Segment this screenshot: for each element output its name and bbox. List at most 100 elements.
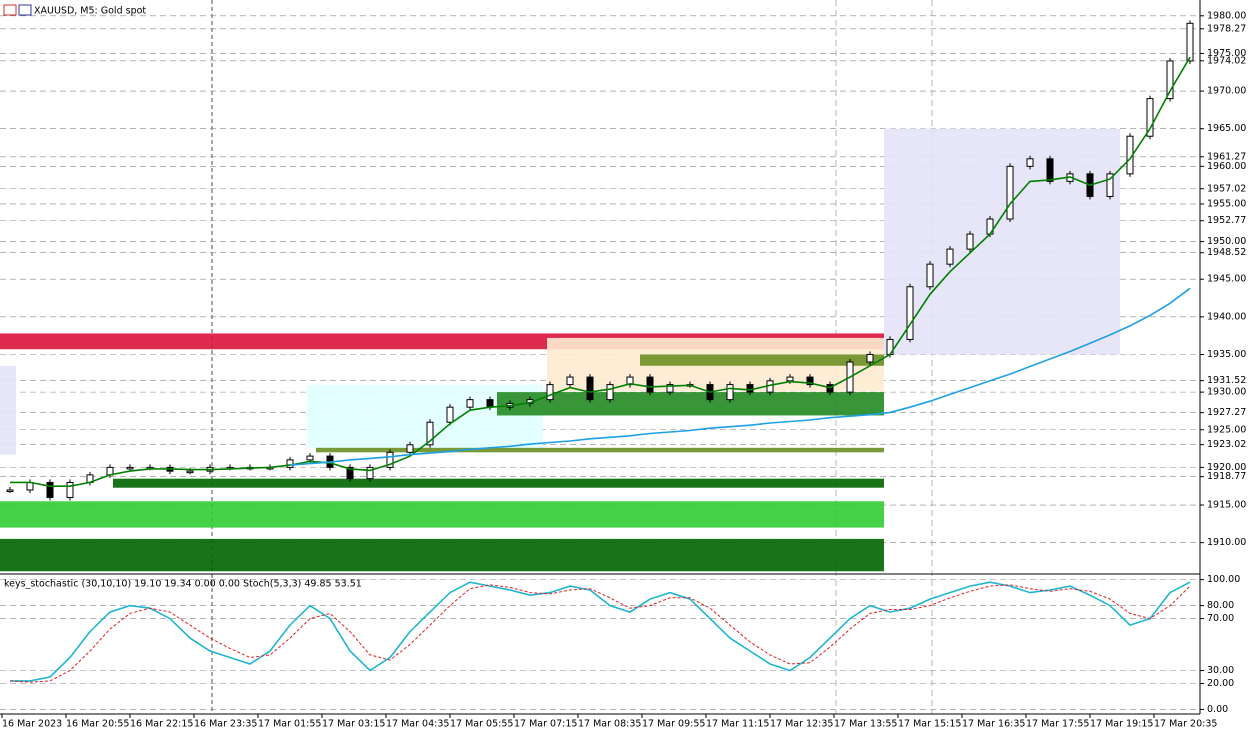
candle [666, 384, 674, 393]
price-zone [113, 478, 884, 488]
y-tick-label: 1923.02 [1207, 439, 1246, 450]
x-tick-label: 16 Mar 23:35 [194, 719, 257, 730]
candle [306, 455, 314, 461]
y-tick-label: 1952.77 [1207, 215, 1246, 226]
y-tick-label: 1940.00 [1207, 311, 1246, 322]
candle [346, 466, 354, 480]
x-tick-label: 17 Mar 19:15 [1090, 719, 1153, 730]
price-zone [0, 365, 16, 455]
candle [926, 263, 934, 288]
candle [866, 353, 874, 363]
x-tick-label: 17 Mar 03:15 [322, 719, 385, 730]
y-tick-label: 1960.00 [1207, 161, 1246, 172]
candle [126, 466, 134, 470]
candle [746, 384, 754, 393]
signal-line [9, 584, 1191, 683]
candle [406, 444, 414, 453]
candle [786, 376, 794, 382]
y-tick-label: 1965.00 [1207, 123, 1246, 134]
plot-layer [0, 15, 1200, 710]
x-tick-label: 17 Mar 17:55 [1026, 719, 1089, 730]
x-tick-label: 17 Mar 11:15 [706, 719, 769, 730]
x-tick-label: 17 Mar 08:35 [578, 719, 641, 730]
ma-slow-line [289, 287, 1191, 466]
y-tick-label: 1931.52 [1207, 375, 1246, 386]
y-tick-label: 1961.27 [1207, 151, 1246, 162]
candle [906, 286, 914, 340]
y-tick-label: 0.00 [1207, 704, 1228, 715]
candle [186, 470, 194, 474]
candle [606, 384, 614, 401]
main-line [10, 581, 1191, 682]
y-tick-label: 20.00 [1207, 678, 1234, 689]
y-tick-label: 1948.52 [1207, 247, 1246, 258]
chart-title: XAUUSD, M5: Gold spot [34, 6, 146, 17]
candle [386, 451, 394, 468]
candle [566, 376, 574, 386]
y-tick-label: 1945.00 [1207, 274, 1246, 285]
y-tick-label: 1950.00 [1207, 236, 1246, 247]
y-tick-label: 1955.00 [1207, 198, 1246, 209]
candle [1186, 22, 1194, 62]
indicator-title: keys_stochastic (30,10,10) 19.10 19.34 0… [4, 579, 362, 590]
y-tick-label: 70.00 [1207, 613, 1234, 624]
y-tick-label: 1927.27 [1207, 407, 1246, 418]
x-tick-label: 17 Mar 09:55 [642, 719, 705, 730]
x-tick-label: 17 Mar 12:35 [770, 719, 833, 730]
y-tick-label: 1970.00 [1207, 86, 1246, 97]
x-tick-label: 17 Mar 20:35 [1154, 719, 1217, 730]
y-tick-label: 1974.02 [1207, 55, 1246, 66]
y-tick-label: 1935.00 [1207, 349, 1246, 360]
y-tick-label: 1957.02 [1207, 183, 1246, 194]
candle [486, 399, 494, 408]
candle [426, 421, 434, 446]
y-tick-label: 1975.00 [1207, 48, 1246, 59]
x-tick-label: 16 Mar 2023 [2, 719, 62, 730]
y-tick-label: 1915.00 [1207, 500, 1246, 511]
candle [806, 376, 814, 386]
ma-fast-line [10, 56, 1191, 487]
candle [1146, 98, 1154, 137]
price-zone [640, 354, 884, 366]
x-tick-label: 17 Mar 07:15 [514, 719, 577, 730]
candle [6, 489, 14, 492]
candle [646, 376, 654, 393]
candle [66, 481, 74, 498]
x-tick-label: 17 Mar 13:55 [834, 719, 897, 730]
candle [366, 466, 374, 480]
x-tick-label: 17 Mar 01:55 [258, 719, 321, 730]
candle [586, 376, 594, 401]
candle [1006, 165, 1014, 220]
y-tick-label: 100.00 [1207, 574, 1240, 585]
candle [726, 384, 734, 401]
y-tick-label: 1980.00 [1207, 10, 1246, 21]
candle [446, 406, 454, 423]
x-tick-label: 17 Mar 05:55 [450, 719, 513, 730]
candle [1026, 158, 1034, 167]
candle [546, 384, 554, 401]
candle [466, 399, 474, 408]
x-tick-label: 17 Mar 15:15 [898, 719, 961, 730]
y-tick-label: 1978.27 [1207, 23, 1246, 34]
candle [1106, 173, 1114, 197]
candle [1166, 60, 1174, 100]
x-tick-label: 17 Mar 04:35 [386, 719, 449, 730]
y-tick-label: 1925.00 [1207, 424, 1246, 435]
candle [286, 459, 294, 468]
candle [946, 248, 954, 265]
chart-icon [3, 4, 17, 16]
y-tick-label: 1918.77 [1207, 471, 1246, 482]
chart-icon [18, 4, 32, 16]
y-tick-label: 80.00 [1207, 600, 1234, 611]
y-tick-label: 1910.00 [1207, 537, 1246, 548]
price-zone [316, 447, 884, 453]
y-tick-label: 30.00 [1207, 665, 1234, 676]
y-tick-label: 1920.00 [1207, 462, 1246, 473]
price-zone [497, 392, 884, 416]
candle [966, 233, 974, 250]
price-zone [0, 501, 884, 528]
x-tick-label: 16 Mar 22:15 [130, 719, 193, 730]
candle [46, 481, 54, 498]
candle [1046, 158, 1054, 182]
